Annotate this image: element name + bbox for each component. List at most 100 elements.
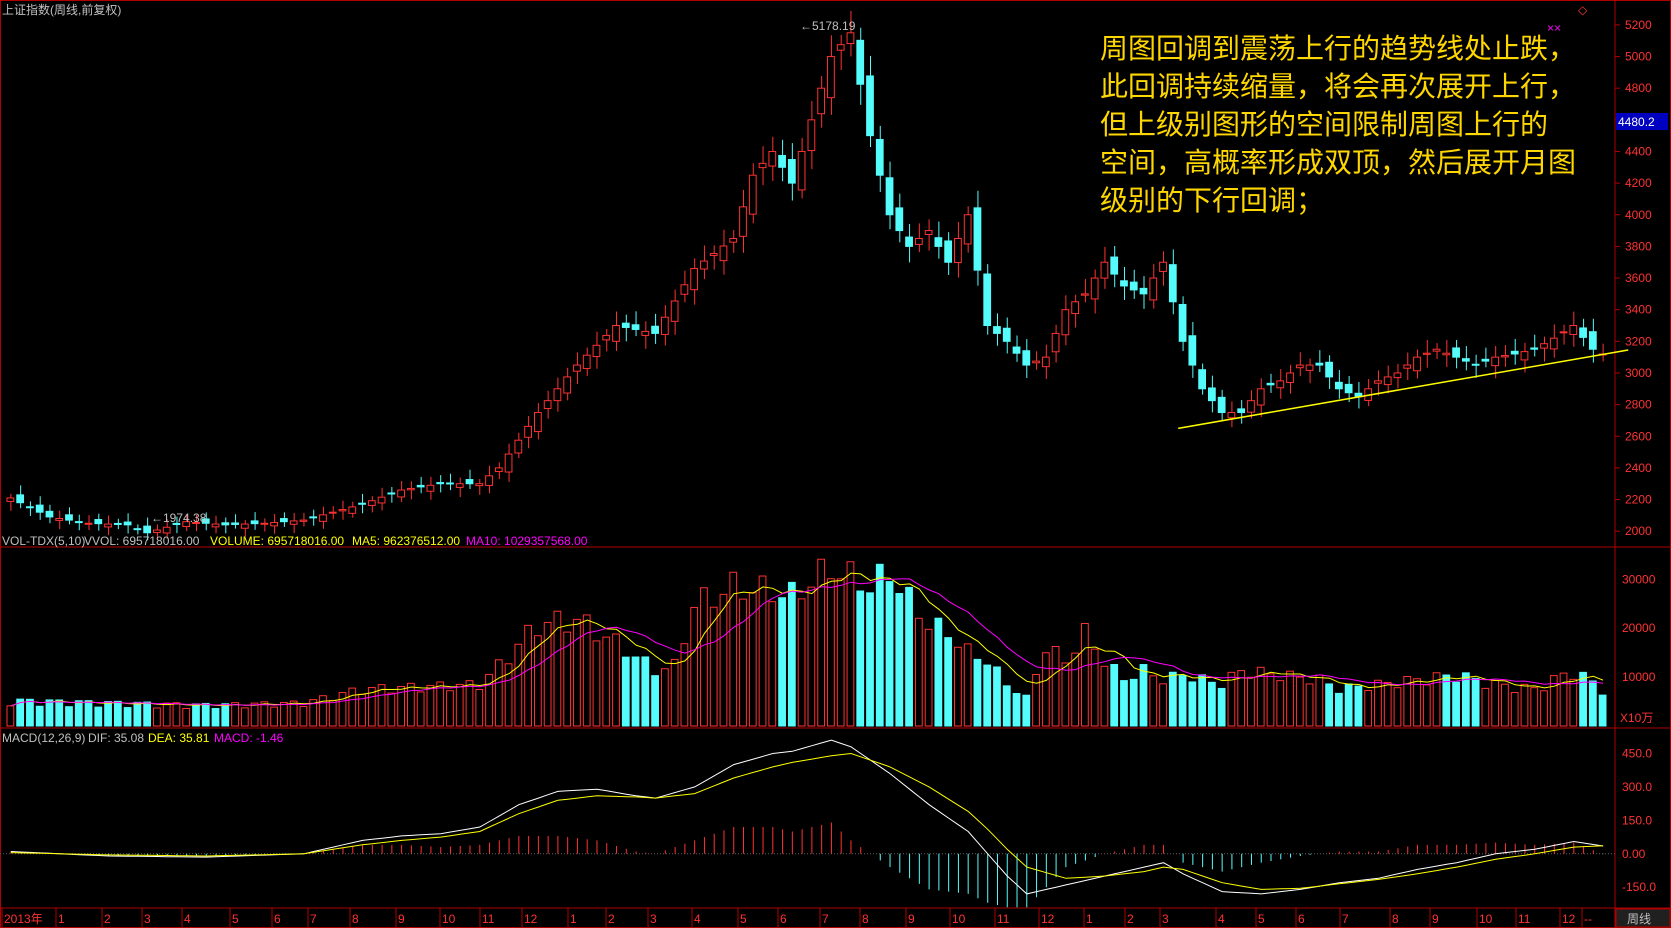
volume-bar bbox=[621, 656, 630, 727]
candle-body bbox=[475, 483, 484, 487]
candle-body bbox=[35, 504, 44, 513]
volume-bar bbox=[192, 703, 200, 727]
volume-bar bbox=[875, 563, 884, 727]
volume-bar bbox=[563, 631, 572, 727]
volume-bar bbox=[221, 703, 230, 727]
candle-body bbox=[1129, 281, 1138, 291]
candle-body bbox=[211, 523, 220, 528]
volume-bar bbox=[631, 656, 640, 727]
trend-line bbox=[1178, 349, 1629, 430]
volume-bar bbox=[1168, 671, 1177, 727]
volume-bar bbox=[1051, 645, 1060, 727]
volume-bar bbox=[1256, 666, 1265, 727]
candle-body bbox=[1208, 387, 1216, 402]
macd-dea-line bbox=[10, 752, 1604, 890]
candle-body bbox=[1286, 372, 1294, 384]
candle-body bbox=[123, 521, 132, 526]
volume-bar bbox=[65, 706, 73, 727]
x-tick-label: 10 bbox=[442, 912, 456, 926]
x-tick-label: 9 bbox=[398, 912, 405, 926]
candle-body bbox=[983, 273, 992, 327]
volume-bar bbox=[1188, 681, 1197, 727]
volume-bar bbox=[1491, 680, 1500, 727]
candle-body bbox=[1178, 303, 1187, 342]
candle-body bbox=[866, 75, 874, 137]
volume-bar bbox=[1071, 652, 1080, 727]
candle-body bbox=[338, 509, 347, 512]
volume-bar bbox=[983, 664, 992, 727]
volume-ma10-line bbox=[10, 578, 1604, 707]
volume-bar bbox=[172, 702, 181, 727]
macd-y-tick-label: 0.00 bbox=[1622, 847, 1646, 861]
volume-bar bbox=[807, 586, 816, 727]
volume-bar bbox=[1559, 672, 1568, 727]
volume-bar bbox=[1422, 684, 1431, 727]
volume-bar bbox=[719, 593, 728, 727]
x-tick-label: 9 bbox=[908, 912, 915, 926]
candle-body bbox=[65, 514, 73, 521]
candle-body bbox=[1530, 347, 1539, 350]
candle-body bbox=[446, 482, 454, 485]
volume-bar bbox=[123, 707, 132, 727]
candle-body bbox=[963, 214, 972, 245]
volume-indicator-label: VOL-TDX(5,10) bbox=[2, 534, 85, 548]
volume-bar bbox=[582, 614, 591, 727]
candle-body bbox=[436, 482, 445, 485]
candle-body bbox=[377, 496, 386, 504]
volume-bar bbox=[924, 628, 933, 727]
candle-body bbox=[1041, 356, 1050, 368]
candle-body bbox=[1168, 264, 1177, 303]
volume-bar bbox=[641, 656, 650, 727]
x-tick-label: 12 bbox=[1041, 912, 1055, 926]
y-tick-label: 4200 bbox=[1625, 176, 1652, 190]
volume-ma5-line bbox=[10, 572, 1604, 707]
candle-body bbox=[758, 162, 767, 169]
candle-body bbox=[1569, 325, 1578, 335]
volume-bar bbox=[348, 687, 357, 727]
volume-bar bbox=[1012, 693, 1021, 727]
candle-body bbox=[153, 529, 161, 534]
volume-bar bbox=[1432, 672, 1441, 727]
volume-bar bbox=[1510, 692, 1519, 727]
volume-bar bbox=[846, 561, 855, 727]
volume-bar bbox=[1588, 680, 1597, 727]
volume-bar bbox=[446, 690, 454, 727]
volume-bar bbox=[768, 601, 777, 727]
candle-body bbox=[1305, 364, 1314, 371]
candle-body bbox=[348, 506, 357, 514]
volume-bar bbox=[6, 705, 15, 727]
volume-bar bbox=[1286, 670, 1294, 727]
volume-bar bbox=[231, 702, 239, 727]
y-tick-label: 3600 bbox=[1625, 271, 1652, 285]
x-tick-label: 1 bbox=[1086, 912, 1093, 926]
volume-bar bbox=[289, 700, 298, 727]
volume-unit-label: X10万 bbox=[1620, 711, 1653, 725]
candle-body bbox=[1510, 350, 1519, 355]
candle-body bbox=[504, 453, 513, 473]
volume-bar bbox=[1344, 683, 1353, 727]
candle-body bbox=[465, 479, 474, 485]
candle-body bbox=[563, 376, 572, 394]
vvol-label: VVOL: 695718016.00 bbox=[84, 534, 200, 548]
candle-body bbox=[84, 522, 93, 525]
x-tick-label: 2013年 bbox=[4, 912, 43, 926]
volume-bar bbox=[201, 702, 210, 727]
candle-body bbox=[944, 240, 953, 263]
candle-body bbox=[1540, 343, 1548, 349]
candle-body bbox=[934, 237, 943, 247]
candle-body bbox=[641, 330, 650, 336]
candle-body bbox=[231, 522, 239, 525]
volume-bar bbox=[514, 643, 523, 727]
candle-body bbox=[221, 522, 230, 526]
period-tab-label[interactable]: 周线 bbox=[1627, 912, 1651, 926]
volume-bar bbox=[729, 571, 738, 727]
candle-body bbox=[1227, 412, 1236, 419]
candle-body bbox=[1120, 280, 1128, 287]
candle-body bbox=[1315, 362, 1324, 366]
volume-bar bbox=[748, 592, 757, 727]
x-tick-label: 8 bbox=[352, 912, 359, 926]
macd-indicator-label: MACD(12,26,9) bbox=[2, 731, 85, 745]
candle-body bbox=[201, 518, 210, 524]
candle-body bbox=[192, 521, 200, 524]
